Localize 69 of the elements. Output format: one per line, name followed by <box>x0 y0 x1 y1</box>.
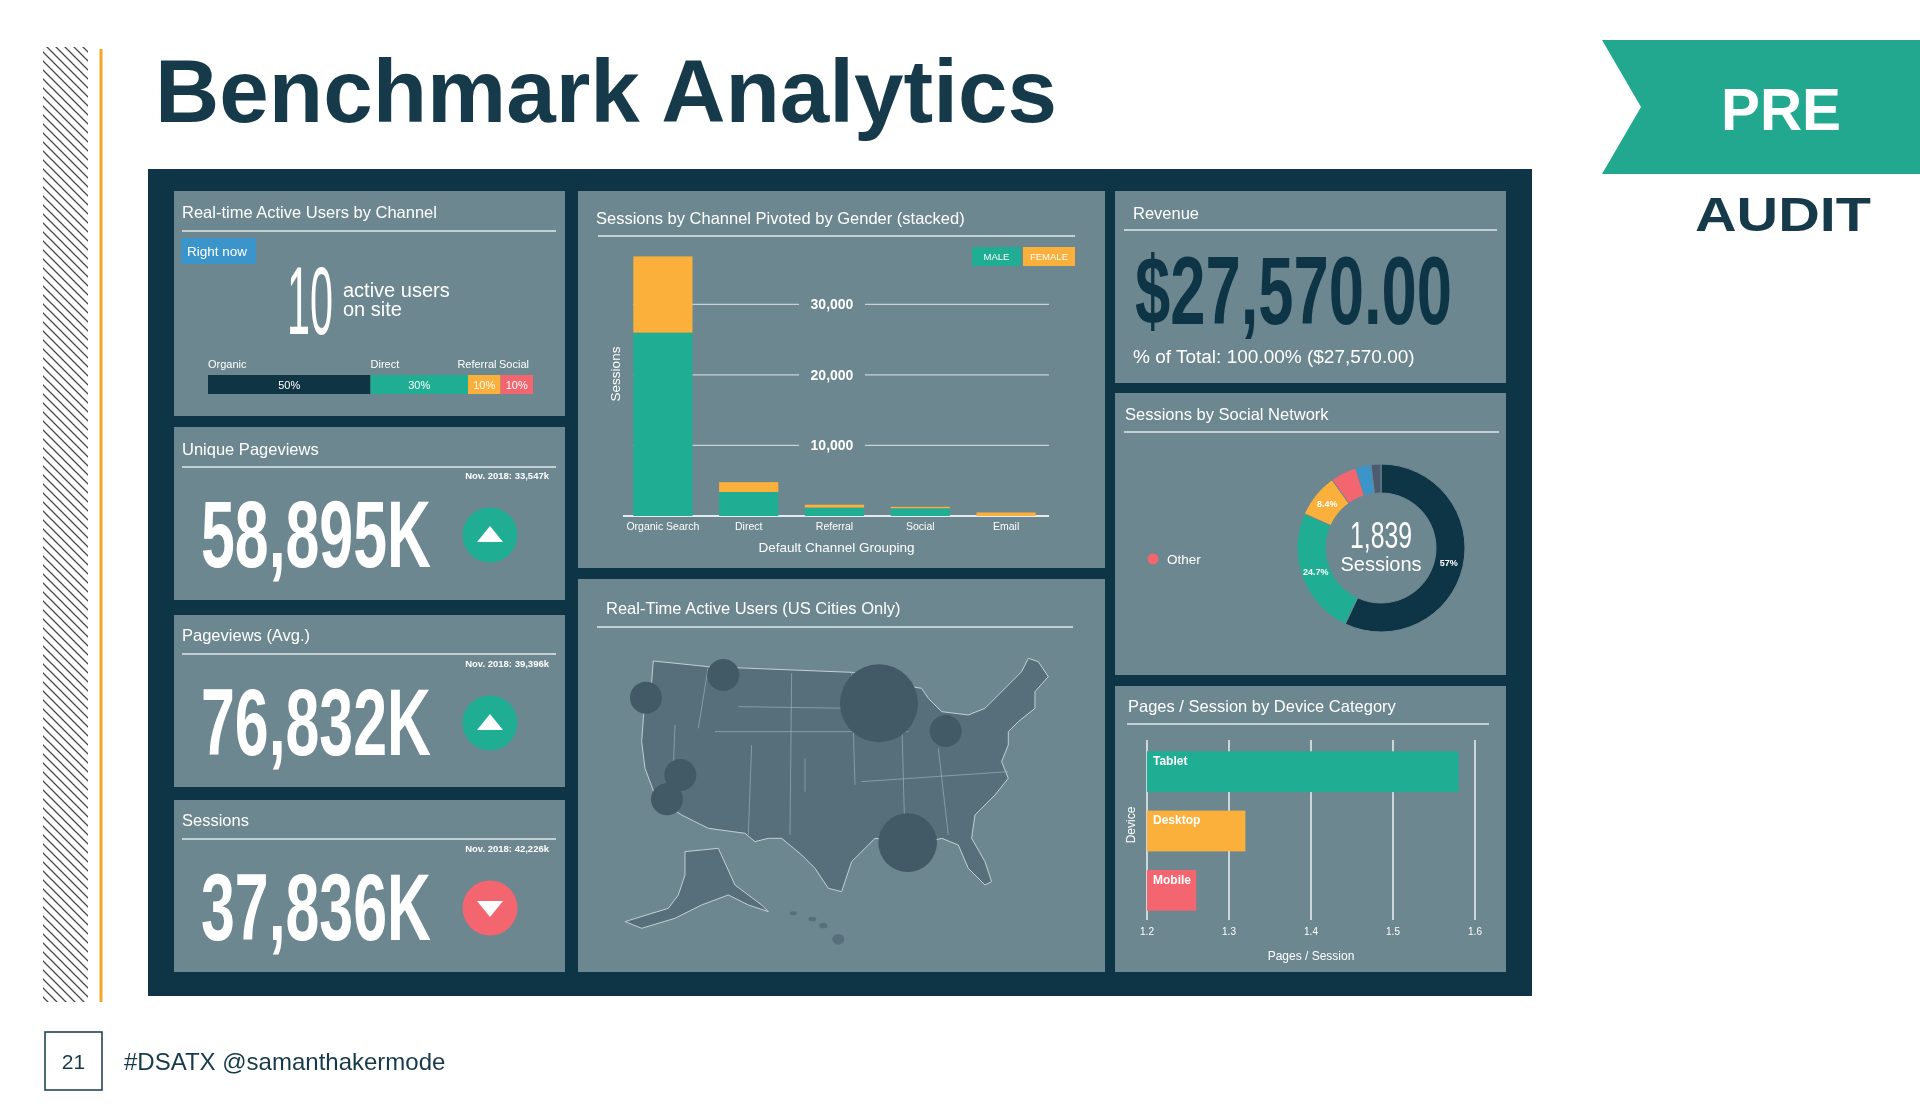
chart-title: Sessions by Social Network <box>1125 405 1330 423</box>
text: Revenue <box>1133 204 1200 222</box>
x-tick-label: Direct <box>734 520 763 532</box>
x-tick-label: 1.2 <box>1140 926 1155 937</box>
text: Real-Time Active Users (US Cities Only) <box>606 599 901 617</box>
y-axis-title: Device <box>1124 806 1138 844</box>
bar <box>208 375 371 394</box>
bar <box>370 375 468 394</box>
data-label: 10% <box>505 378 528 391</box>
series-label: Direct <box>370 358 400 370</box>
text: Right now <box>187 244 248 259</box>
bar <box>804 504 865 508</box>
bar <box>719 492 779 516</box>
chart-title: Real-time Active Users by Channel <box>182 203 437 221</box>
text: 58,895K <box>201 481 431 588</box>
bar <box>976 512 1036 516</box>
series-label: Social <box>499 358 529 370</box>
text: % of Total: 100.00% ($27,570.00) <box>1133 346 1415 367</box>
series-label: Organic <box>208 358 248 370</box>
text: Nov. 2018: 39,396k <box>465 658 550 669</box>
text: 37,836K <box>201 854 431 961</box>
data-label: 50% <box>278 378 301 391</box>
legend-label: Other <box>1167 551 1202 567</box>
text: FEMALE <box>1029 251 1069 262</box>
text: Unique Pageviews <box>182 440 319 458</box>
text: 21 <box>61 1050 86 1073</box>
x-axis-title: Default Channel Grouping <box>758 540 915 555</box>
text: 76,832K <box>201 669 431 776</box>
y-tick-label: 20,000 <box>810 366 854 383</box>
text: active users on site <box>343 279 450 320</box>
text: Pageviews (Avg.) <box>182 626 311 644</box>
text: Nov. 2018: 42,226k <box>465 843 550 854</box>
y-tick-label: Desktop <box>1153 813 1201 828</box>
y-tick-label: Mobile <box>1153 872 1192 887</box>
x-tick-label: Referral <box>815 520 854 532</box>
x-tick-label: Email <box>992 520 1020 532</box>
x-tick-label: 1.3 <box>1222 926 1237 937</box>
text: AUDIT <box>1695 187 1872 242</box>
x-tick-label: Social <box>906 520 935 532</box>
bar <box>719 482 779 493</box>
y-axis-title: Sessions <box>608 346 623 402</box>
y-tick-label: Tablet <box>1153 754 1188 769</box>
text: Benchmark Analytics <box>155 41 1057 141</box>
bar <box>633 256 693 333</box>
chart-title: Pages / Session by Device Category <box>1128 697 1397 715</box>
x-tick-label: 1.4 <box>1304 926 1319 937</box>
data-label: 57% <box>1439 558 1458 569</box>
data-label: 30% <box>408 378 431 391</box>
text: Sessions <box>182 811 249 829</box>
x-tick-label: Organic Search <box>626 520 700 532</box>
series-label: Referral <box>457 358 497 370</box>
y-tick-label: 10,000 <box>810 437 854 454</box>
x-tick-label: 1.6 <box>1468 926 1483 937</box>
text: 10 <box>287 246 333 355</box>
bar <box>804 507 865 516</box>
text: Nov. 2018: 33,547k <box>465 470 550 481</box>
y-tick-label: 30,000 <box>810 296 854 313</box>
chart-title: Sessions by Channel Pivoted by Gender (stacked) <box>596 209 965 227</box>
bar <box>633 332 693 516</box>
data-label: 10% <box>473 378 496 391</box>
data-label: 24.7% <box>1303 567 1329 578</box>
text: MALE <box>983 251 1010 262</box>
bar <box>890 508 950 516</box>
x-tick-label: 1.5 <box>1386 926 1401 937</box>
text: #DSATX @samanthakermode <box>124 1048 446 1075</box>
x-axis-title: Pages / Session <box>1267 949 1355 963</box>
data-label: 8.4% <box>1316 499 1338 510</box>
text: PRE <box>1721 75 1841 144</box>
text: $27,570.00 <box>1135 236 1452 345</box>
